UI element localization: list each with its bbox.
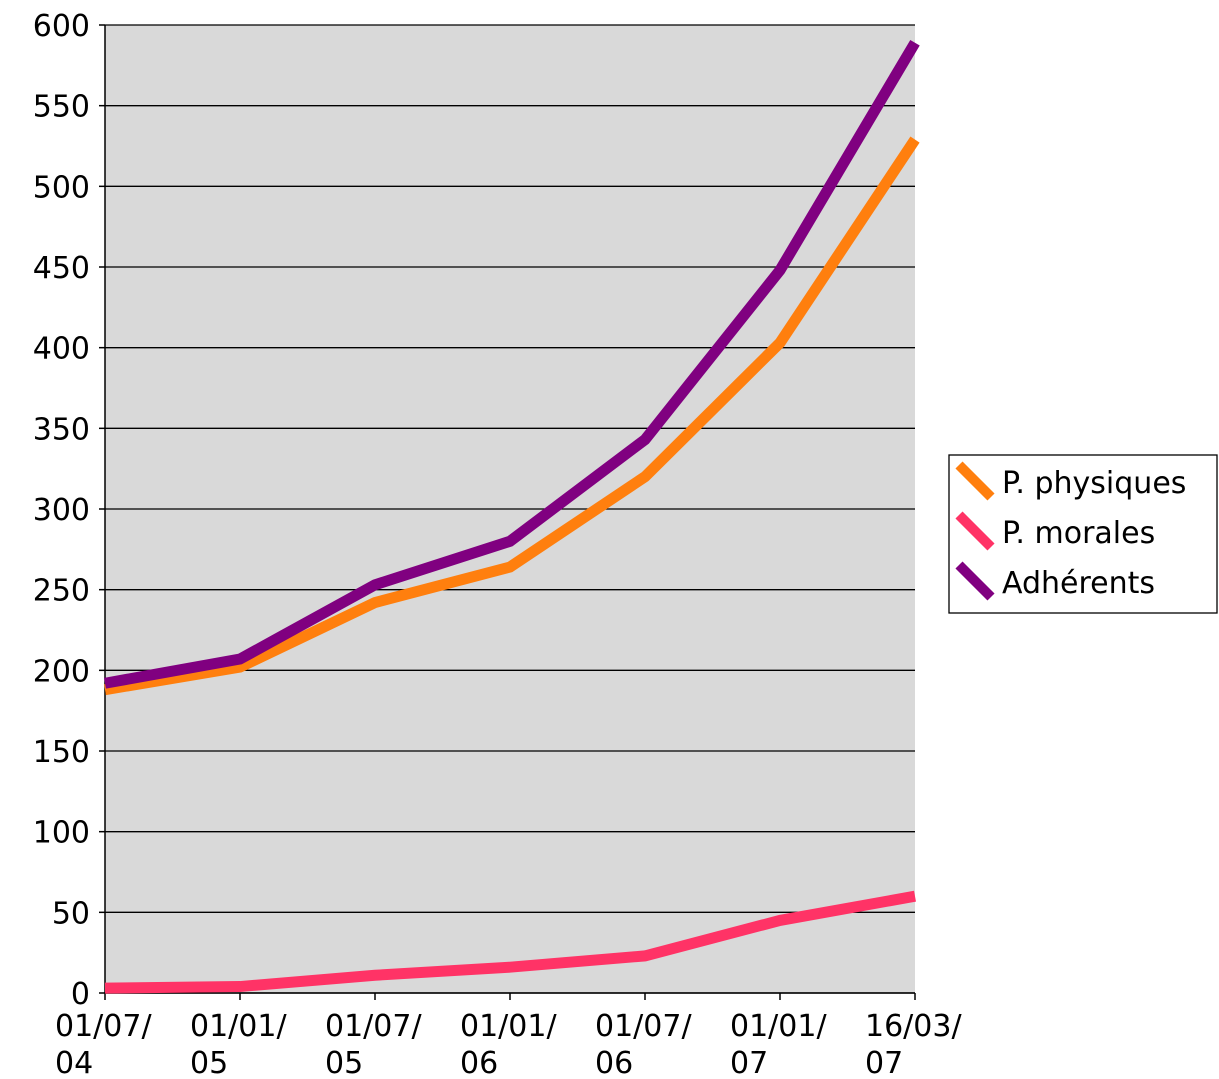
- x-tick-label-line1: 01/07/: [325, 1009, 422, 1044]
- y-tick-label: 300: [33, 493, 90, 528]
- y-tick-label: 400: [33, 332, 90, 367]
- x-tick-label-line1: 01/01/: [460, 1009, 557, 1044]
- y-tick-label: 100: [33, 816, 90, 851]
- legend-swatch: [955, 461, 995, 501]
- series-line-1: [104, 890, 916, 994]
- series-line-2: [104, 39, 920, 689]
- y-tick-label: 250: [33, 574, 90, 609]
- y-tick-label: 500: [33, 170, 90, 205]
- x-tick-label-line2: 04: [55, 1046, 93, 1079]
- legend-swatch: [955, 511, 995, 551]
- series-lines: [104, 39, 920, 994]
- y-tick-label: 0: [71, 977, 90, 1012]
- x-tick-label-line2: 06: [460, 1046, 498, 1079]
- x-tick-label-line1: 01/01/: [730, 1009, 827, 1044]
- x-tick-label-line1: 01/07/: [595, 1009, 692, 1044]
- y-tick-label: 150: [33, 735, 90, 770]
- x-tick-label-line2: 05: [325, 1046, 363, 1079]
- x-tick-label-line1: 01/07/: [55, 1009, 152, 1044]
- y-tick-label: 450: [33, 251, 90, 286]
- x-tick-label-line2: 06: [595, 1046, 633, 1079]
- y-tick-label: 600: [33, 9, 90, 44]
- x-tick-label-line2: 07: [865, 1046, 903, 1079]
- legend-label: P. morales: [1002, 516, 1155, 551]
- legend: P. physiques P. morales Adhérents: [948, 454, 1218, 614]
- y-tick-label: 550: [33, 90, 90, 125]
- legend-swatch: [955, 561, 995, 601]
- axes: 05010015020025030035040045050055060001/0…: [33, 9, 963, 1079]
- y-tick-label: 350: [33, 412, 90, 447]
- y-tick-label: 200: [33, 654, 90, 689]
- y-tick-label: 50: [52, 896, 90, 931]
- legend-box: [948, 454, 1218, 614]
- x-tick-label-line2: 07: [730, 1046, 768, 1079]
- x-tick-label-line1: 16/03/: [865, 1009, 962, 1044]
- legend-label: Adhérents: [1002, 566, 1155, 601]
- legend-label: P. physiques: [1002, 466, 1186, 501]
- series-line-0: [104, 136, 920, 696]
- x-tick-label-line1: 01/01/: [190, 1009, 287, 1044]
- x-tick-label-line2: 05: [190, 1046, 228, 1079]
